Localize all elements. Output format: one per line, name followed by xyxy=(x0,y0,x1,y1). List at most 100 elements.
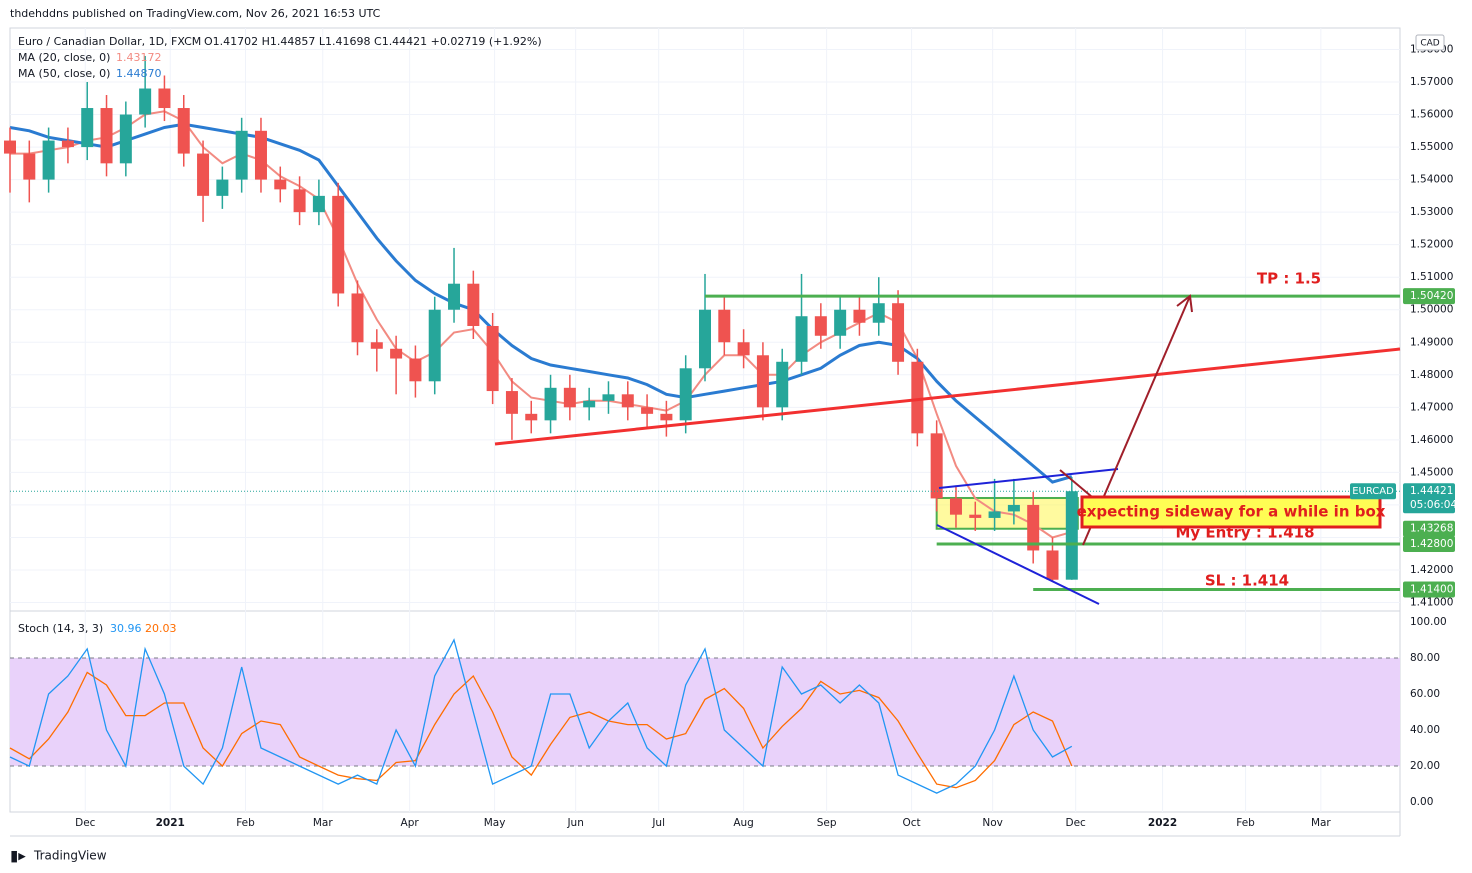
candle-body xyxy=(332,195,345,294)
stoch-d xyxy=(9,671,1073,789)
stoch-k xyxy=(9,638,1073,794)
candle-body xyxy=(254,130,267,180)
candle-body xyxy=(795,316,808,362)
x-tick-label: Jul xyxy=(651,817,665,829)
x-tick-label: Oct xyxy=(902,817,920,829)
candle-body xyxy=(100,108,113,164)
x-tick-label: May xyxy=(484,817,506,829)
candle-body xyxy=(177,108,190,154)
y-tick-label: 1.47000 xyxy=(1410,401,1453,413)
candle-body xyxy=(525,413,538,421)
candle-body xyxy=(814,316,827,336)
candle-body xyxy=(1046,550,1059,580)
x-tick-label: Nov xyxy=(982,817,1003,829)
candle-body xyxy=(602,394,615,401)
x-tick-label: Dec xyxy=(75,817,96,829)
candle-body xyxy=(119,114,132,164)
ohlc: O1.41702 H1.44857 L1.41698 C1.44421 +0.0… xyxy=(204,35,542,48)
y-tick-label: 1.52000 xyxy=(1410,239,1453,251)
x-tick-label: 2022 xyxy=(1148,817,1177,829)
price-badge xyxy=(1403,520,1455,537)
ma-name: MA (50, close, 0) xyxy=(18,67,110,80)
candle-body xyxy=(563,387,576,408)
ma-value: 1.43172 xyxy=(116,51,162,64)
symbol-badge xyxy=(1350,483,1396,500)
symbol-name: Euro / Canadian Dollar, 1D, FXCM xyxy=(18,35,201,48)
candle-body xyxy=(699,309,711,369)
price-badge-label: 1.50420 xyxy=(1410,290,1453,302)
arrow-head xyxy=(1176,294,1193,313)
candle-body xyxy=(544,387,557,421)
y-tick-label: 1.57000 xyxy=(1410,76,1453,88)
x-tick-label: Apr xyxy=(401,817,420,829)
candle-body xyxy=(486,325,499,392)
candle-body xyxy=(911,361,924,434)
tp-text: TP : 1.5 xyxy=(1257,270,1321,288)
candle-body xyxy=(949,498,962,515)
last-price-label: 1.44421 xyxy=(1410,485,1453,497)
axis-labels: Dec 2021 Feb Mar Apr May Jun Jul Aug Sep Oct Nov Dec… xyxy=(18,35,1457,829)
price-badge xyxy=(1403,581,1455,598)
sl-text: SL : 1.414 xyxy=(1205,572,1289,590)
stoch-name: Stoch (14, 3, 3) xyxy=(18,622,103,635)
candle-body xyxy=(505,391,518,414)
symbol-badge-label: EURCAD xyxy=(1352,486,1394,497)
candle-body xyxy=(197,153,210,196)
candle-body xyxy=(23,153,36,180)
candle-body xyxy=(1007,504,1020,512)
note-box xyxy=(1080,495,1382,529)
channel-top xyxy=(938,468,1119,489)
candle-body xyxy=(312,195,325,213)
price-badge-label: 1.43268 xyxy=(1410,523,1453,535)
stoch-band xyxy=(10,657,1400,767)
candle-body xyxy=(718,309,731,343)
stoch-tick-label: 60.00 xyxy=(1410,688,1440,700)
candle-body xyxy=(1065,491,1078,580)
entry-text: My Entry : 1.418 xyxy=(1175,524,1314,542)
candle-body xyxy=(61,140,74,148)
stoch-d-value: 20.03 xyxy=(145,622,177,635)
publisher: thdehddns published on TradingView.com, … xyxy=(10,7,381,20)
candle-body xyxy=(621,394,634,408)
candle-body xyxy=(467,283,480,326)
candle-body xyxy=(409,358,422,382)
y-tick-label: 1.51000 xyxy=(1410,271,1453,283)
candle-body xyxy=(4,140,16,154)
stoch-k-value: 30.96 xyxy=(110,622,142,635)
trend-line xyxy=(494,347,1401,446)
last-price-badge xyxy=(1403,483,1455,514)
y-tick-label: 1.46000 xyxy=(1410,434,1453,446)
brand: TradingView xyxy=(33,849,107,863)
candle-body xyxy=(81,108,94,148)
candle-body xyxy=(274,179,287,190)
candle-body xyxy=(853,309,866,323)
candle-body xyxy=(390,348,403,359)
candle-body xyxy=(776,361,789,408)
price-badge-label: 1.42800 xyxy=(1410,538,1453,550)
candle-body xyxy=(756,355,769,408)
y-tick-label: 1.41000 xyxy=(1410,597,1453,609)
y-tick-label: 1.54000 xyxy=(1410,174,1453,186)
price-badge xyxy=(1403,288,1455,305)
y-tick-label: 1.53000 xyxy=(1410,206,1453,218)
candle-body xyxy=(351,293,364,343)
channel-bottom xyxy=(936,524,1100,605)
candle-body xyxy=(1027,504,1040,551)
y-tick-label: 1.45000 xyxy=(1410,466,1453,478)
candle-body xyxy=(834,309,847,336)
y-tick-label: 1.48000 xyxy=(1410,369,1453,381)
candle-body xyxy=(641,407,654,414)
x-tick-label: Mar xyxy=(313,817,333,829)
y-tick-label: 1.55000 xyxy=(1410,141,1453,153)
ma-value: 1.44870 xyxy=(116,67,162,80)
grid xyxy=(10,28,1400,812)
note-text: expecting sideway for a while in box xyxy=(1077,503,1386,521)
candle-body xyxy=(158,88,171,109)
candle-body xyxy=(988,511,1001,518)
y-tick-label: 1.50000 xyxy=(1410,304,1453,316)
x-tick-label: Feb xyxy=(236,817,255,829)
currency-box[interactable] xyxy=(1415,34,1445,51)
x-tick-label: Sep xyxy=(817,817,837,829)
stoch-tick-label: 80.00 xyxy=(1410,652,1440,664)
y-tick-label: 1.56000 xyxy=(1410,109,1453,121)
